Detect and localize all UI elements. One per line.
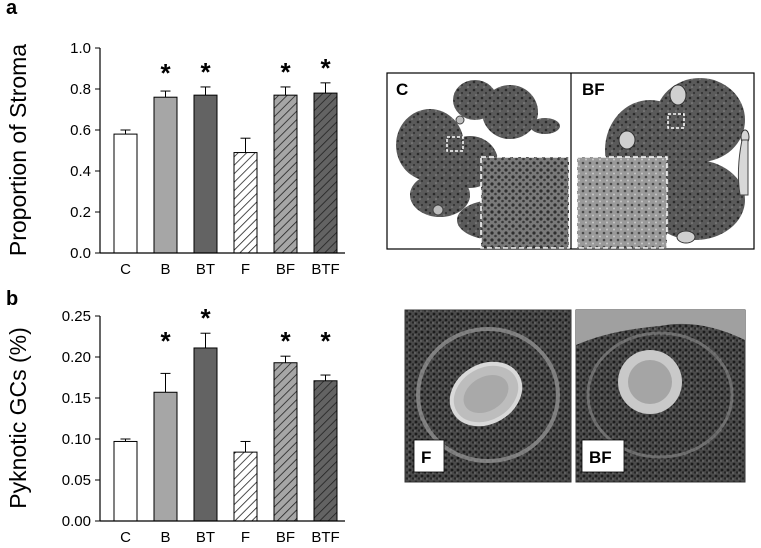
significance-star: * <box>160 326 171 356</box>
bar-f <box>233 152 258 254</box>
bar-c <box>113 440 138 522</box>
significance-star: * <box>200 57 211 87</box>
x-tick-label: BTF <box>311 529 339 546</box>
y-tick-label: 0.2 <box>70 204 91 221</box>
y-tick-label: 0.05 <box>62 472 91 489</box>
bar-c <box>113 133 138 254</box>
bar-bf <box>273 362 298 522</box>
y-tick-label: 0.10 <box>62 431 91 448</box>
ovary-image-c <box>396 80 570 249</box>
x-tick-label: B <box>160 261 170 278</box>
label-box-bf-top <box>578 77 614 101</box>
significance-star: * <box>280 57 291 87</box>
y-tick-label: 0.8 <box>70 81 91 98</box>
bar-btf <box>313 380 338 522</box>
panel-a-letter: a <box>6 0 18 19</box>
significance-star: * <box>280 326 291 356</box>
x-tick-label: BT <box>196 261 215 278</box>
bar-bt <box>193 94 218 254</box>
significance-star: * <box>320 53 331 83</box>
significance-star: * <box>200 303 211 333</box>
y-tick-label: 0.15 <box>62 390 91 407</box>
y-tick-label: 0.00 <box>62 513 91 530</box>
x-tick-label: BF <box>276 529 295 546</box>
micrograph-label-bf-top: BF <box>582 80 605 99</box>
x-tick-label: C <box>120 261 131 278</box>
x-tick-label: BT <box>196 529 215 546</box>
micrograph-top: C BF <box>386 72 755 250</box>
y-tick-label: 0.25 <box>62 308 91 325</box>
chart-a: Proportion of Stroma 0.0 0.2 0.4 0.6 0.8 1.0 C *… <box>5 40 345 278</box>
panel-b-letter: b <box>6 288 18 310</box>
label-box-bf-bottom <box>581 439 625 473</box>
bar-b <box>153 96 178 254</box>
y-axis-label: Pyknotic GCs (%) <box>5 327 31 508</box>
y-tick-label: 1.0 <box>70 40 91 57</box>
bar-bf <box>273 94 298 254</box>
label-box-f <box>413 439 445 473</box>
micrograph-label-c: C <box>396 80 408 99</box>
bar-btf <box>313 92 338 254</box>
x-tick-label: C <box>120 529 131 546</box>
micrograph-bottom: F BF <box>404 309 746 483</box>
micrograph-label-f: F <box>421 448 431 467</box>
ovary-image-bf <box>576 78 750 249</box>
x-tick-label: B <box>160 529 170 546</box>
x-tick-label: BTF <box>311 261 339 278</box>
y-tick-label: 0.6 <box>70 122 91 139</box>
y-tick-label: 0.0 <box>70 245 91 262</box>
bar-bt <box>193 347 218 522</box>
y-axis-label: Proportion of Stroma <box>5 44 31 256</box>
zoom-inset-c <box>480 156 570 249</box>
x-tick-label: F <box>241 261 250 278</box>
x-tick-label: F <box>241 529 250 546</box>
significance-star: * <box>320 326 331 356</box>
y-tick-label: 0.20 <box>62 349 91 366</box>
x-tick-label: BF <box>276 261 295 278</box>
chart-b: Pyknotic GCs (%) 0.00 0.05 0.10 0.15 0.20 0.25… <box>5 303 345 546</box>
significance-star: * <box>160 58 171 88</box>
label-box-c <box>392 77 418 101</box>
zoom-inset-bf <box>576 156 668 249</box>
y-tick-label: 0.4 <box>70 163 91 180</box>
bar-f <box>233 451 258 522</box>
bar-b <box>153 391 178 522</box>
micrograph-label-bf-bottom: BF <box>589 448 612 467</box>
